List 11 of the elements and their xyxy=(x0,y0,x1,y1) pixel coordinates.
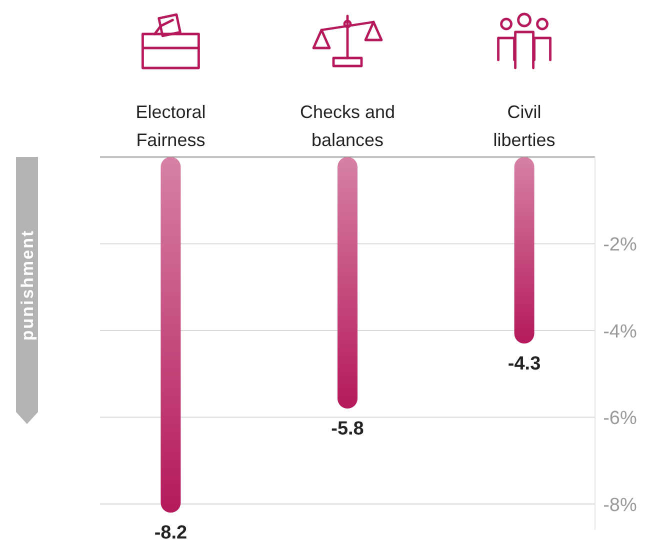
x-tick-label: Electoral Fairness xyxy=(136,102,206,150)
y-tick-label: -2% xyxy=(603,234,637,256)
y-tick-label: -4% xyxy=(603,321,637,342)
data-label: -8.2 xyxy=(154,522,188,544)
y-axis-title: punishment xyxy=(18,229,37,341)
data-label: -4.3 xyxy=(508,354,541,374)
x-tick-label: Checks and balances xyxy=(300,102,396,150)
y-tick-label: -6% xyxy=(603,408,637,430)
y-tick-label: -8% xyxy=(603,494,637,516)
x-tick-label: Civil liberties xyxy=(493,102,556,150)
data-label: -5.8 xyxy=(331,418,364,440)
